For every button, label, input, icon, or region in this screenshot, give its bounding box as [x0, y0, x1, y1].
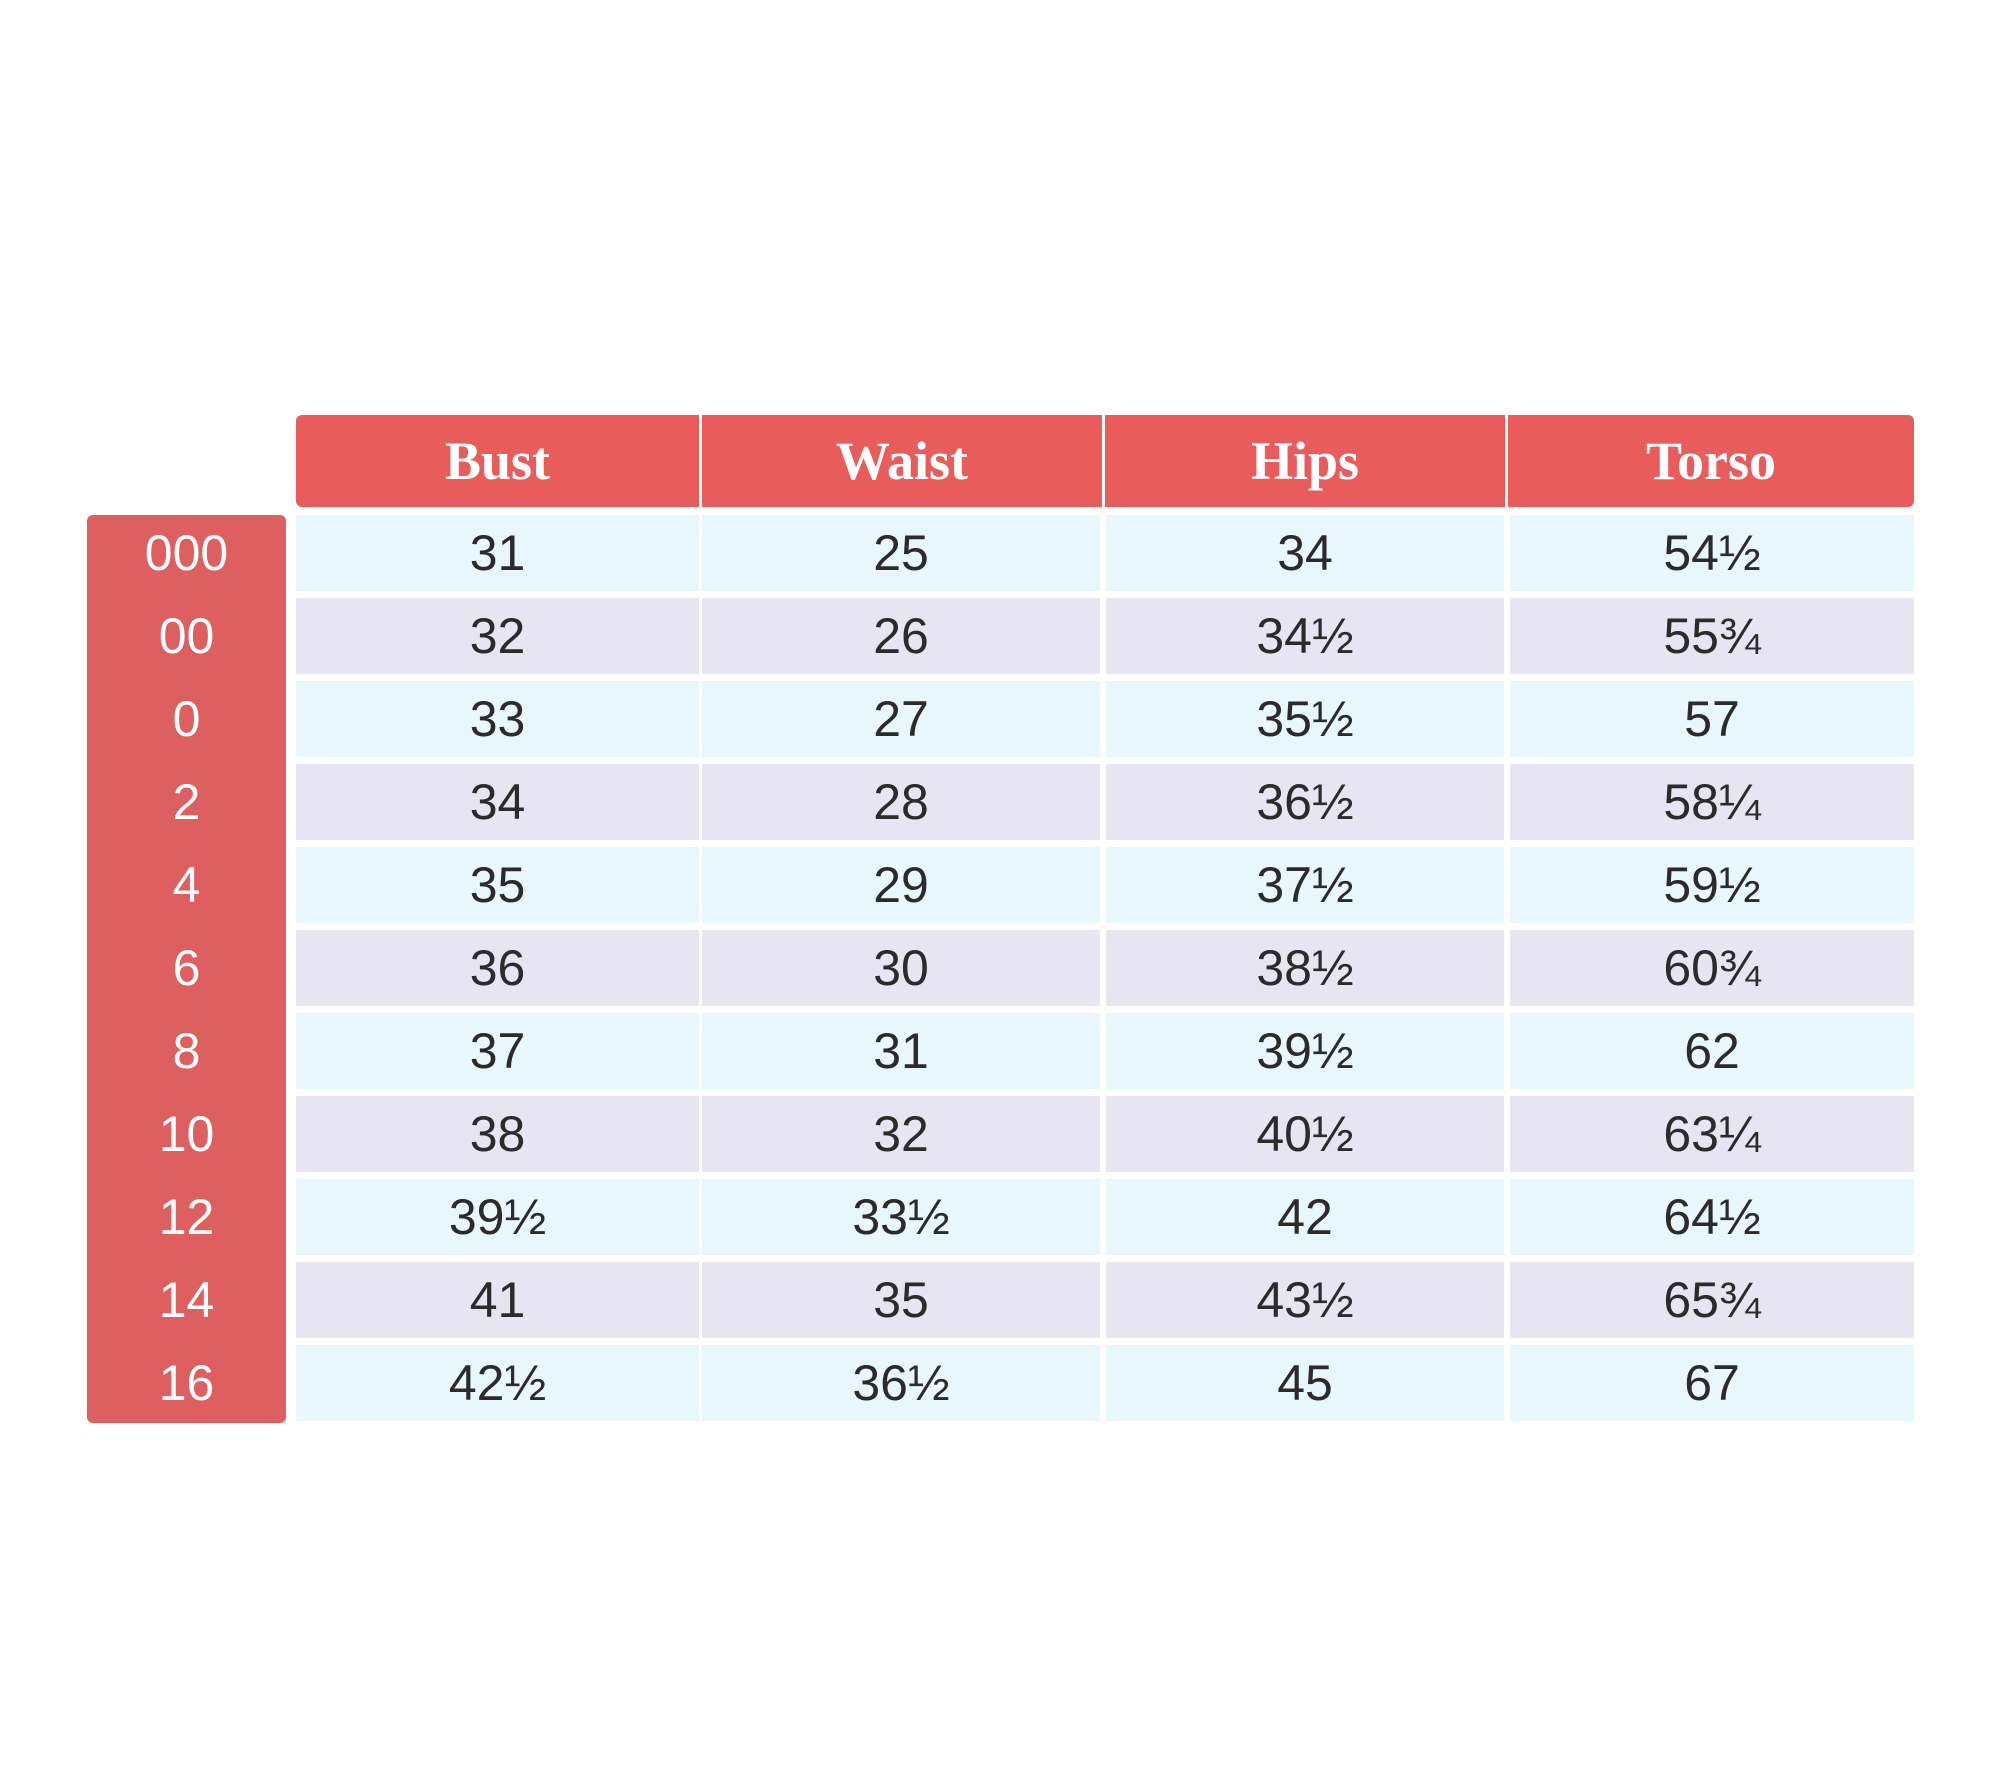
table-row: 8 37 31 39½ 62 [87, 1013, 1914, 1089]
cell-hips: 38½ [1106, 930, 1504, 1006]
cell-torso: 59½ [1510, 847, 1914, 923]
cell-bust: 33 [296, 681, 699, 757]
table-row: 12 39½ 33½ 42 64½ [87, 1179, 1914, 1255]
cell-torso: 63¼ [1510, 1096, 1914, 1172]
size-label: 0 [172, 691, 201, 747]
cell-torso: 62 [1510, 1013, 1914, 1089]
header-torso: Torso [1505, 415, 1914, 507]
header-bust: Bust [444, 431, 551, 491]
size-label: 14 [158, 1272, 215, 1328]
cell-bust: 41 [296, 1262, 699, 1338]
cell-hips: 45 [1106, 1345, 1504, 1421]
cell-hips: 35½ [1106, 681, 1504, 757]
cell-torso: 67 [1510, 1345, 1914, 1421]
cell-bust: 31 [296, 515, 699, 591]
table-row: 4 35 29 37½ 59½ [87, 847, 1914, 923]
cell-bust: 32 [296, 598, 699, 674]
cell-torso: 65¾ [1510, 1262, 1914, 1338]
cell-bust: 39½ [296, 1179, 699, 1255]
cell-torso: 55¾ [1510, 598, 1914, 674]
size-column [87, 515, 286, 1423]
cell-hips: 34½ [1106, 598, 1504, 674]
cell-torso: 64½ [1510, 1179, 1914, 1255]
cell-hips: 37½ [1106, 847, 1504, 923]
cell-bust: 42½ [296, 1345, 699, 1421]
cell-waist: 35 [702, 1262, 1100, 1338]
cell-waist: 25 [702, 515, 1100, 591]
cell-waist: 33½ [702, 1179, 1100, 1255]
table-row: 2 34 28 36½ 58¼ [87, 764, 1914, 840]
table-row: 0 33 27 35½ 57 [87, 681, 1914, 757]
header-hips: Hips [1102, 415, 1505, 507]
cell-waist: 28 [702, 764, 1100, 840]
size-label: 12 [158, 1189, 215, 1245]
cell-torso: 54½ [1510, 515, 1914, 591]
cell-waist: 32 [702, 1096, 1100, 1172]
size-label: 6 [172, 940, 201, 996]
cell-bust: 34 [296, 764, 699, 840]
cell-hips: 34 [1106, 515, 1504, 591]
cell-hips: 36½ [1106, 764, 1504, 840]
cell-waist: 31 [702, 1013, 1100, 1089]
cell-hips: 42 [1106, 1179, 1504, 1255]
table-header: Bust Waist Hips Torso [296, 415, 1914, 507]
cell-hips: 39½ [1106, 1013, 1504, 1089]
cell-bust: 35 [296, 847, 699, 923]
table-row: 16 42½ 36½ 45 67 [87, 1345, 1914, 1421]
cell-waist: 29 [702, 847, 1100, 923]
size-label: 2 [172, 774, 201, 830]
size-label: 00 [158, 608, 215, 664]
size-label: 4 [172, 857, 201, 913]
cell-torso: 57 [1510, 681, 1914, 757]
cell-hips: 43½ [1106, 1262, 1504, 1338]
header-waist: Waist [699, 415, 1102, 507]
size-label: 10 [158, 1106, 215, 1162]
cell-bust: 38 [296, 1096, 699, 1172]
size-label: 16 [158, 1355, 215, 1411]
cell-bust: 37 [296, 1013, 699, 1089]
size-label: 8 [172, 1023, 201, 1079]
size-label: 000 [144, 525, 229, 581]
cell-waist: 36½ [702, 1345, 1100, 1421]
table-row: 000 31 25 34 54½ [87, 515, 1914, 591]
cell-hips: 40½ [1106, 1096, 1504, 1172]
table-row: 14 41 35 43½ 65¾ [87, 1262, 1914, 1338]
table-row: 00 32 26 34½ 55¾ [87, 598, 1914, 674]
table-row: 6 36 30 38½ 60¾ [87, 930, 1914, 1006]
cell-waist: 26 [702, 598, 1100, 674]
cell-bust: 36 [296, 930, 699, 1006]
cell-torso: 60¾ [1510, 930, 1914, 1006]
cell-waist: 27 [702, 681, 1100, 757]
cell-waist: 30 [702, 930, 1100, 1006]
table-row: 10 38 32 40½ 63¼ [87, 1096, 1914, 1172]
cell-torso: 58¼ [1510, 764, 1914, 840]
